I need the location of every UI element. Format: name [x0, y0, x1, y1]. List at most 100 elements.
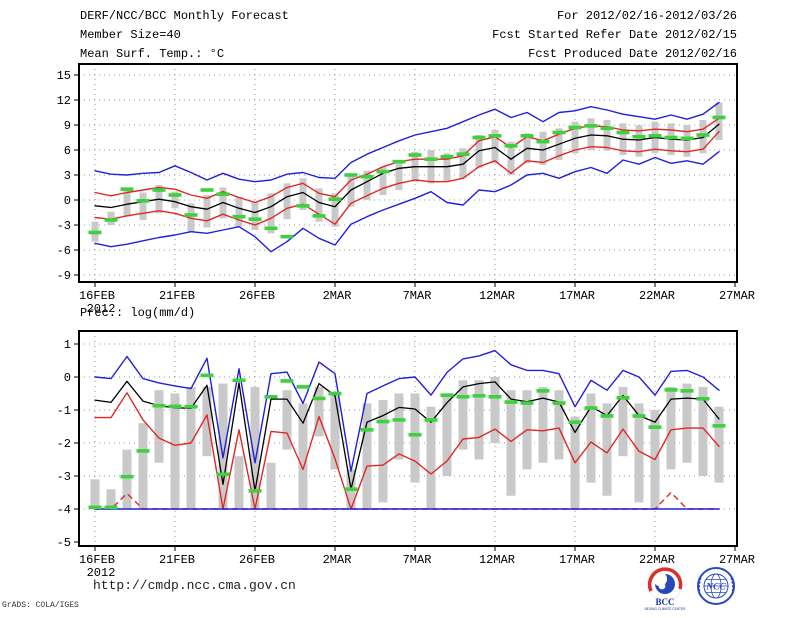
ensemble-spread-bar	[459, 148, 467, 179]
observation-dash	[184, 213, 198, 217]
ensemble-spread-bar	[170, 393, 180, 509]
ensemble-spread-bar	[331, 193, 339, 227]
observation-dash	[600, 414, 614, 418]
x-tick-label: 17MAR	[559, 553, 595, 567]
y-tick-label: 9	[64, 119, 71, 133]
y-tick-label: 12	[57, 94, 71, 108]
ensemble-spread-bar	[154, 390, 164, 463]
ensemble-spread-bar	[139, 192, 147, 220]
bcc-logo-subtext: BEIJING CLIMATE CENTER	[645, 607, 687, 611]
ensemble-spread-bar	[442, 393, 452, 476]
y-tick-label: -4	[57, 503, 71, 517]
ensemble-spread-bar	[122, 449, 132, 509]
observation-dash	[344, 173, 358, 177]
temp-chart-title: Mean Surf. Temp.: °C	[80, 47, 225, 61]
ensemble-spread-bar	[587, 118, 595, 150]
observation-dash	[440, 393, 454, 397]
observation-dash	[152, 188, 166, 192]
observation-dash	[392, 418, 406, 422]
ensemble-spread-bar	[602, 403, 612, 496]
observation-dash	[232, 214, 246, 219]
observation-dash	[392, 159, 406, 164]
observation-dash	[616, 130, 630, 135]
ensemble-spread-bar	[267, 193, 275, 234]
ensemble-spread-bar	[202, 386, 212, 457]
x-tick-label: 21FEB	[159, 289, 195, 303]
observation-dash	[568, 125, 582, 130]
ensemble-spread-bar	[283, 183, 291, 220]
bcc-logo-blue-swirl-icon	[655, 574, 675, 594]
observation-dash	[408, 153, 422, 157]
observation-dash	[232, 378, 246, 383]
observation-dash	[648, 134, 662, 138]
ensemble-max-line	[94, 349, 720, 472]
ensemble-spread-bar	[378, 400, 388, 503]
ensemble-spread-bar	[634, 403, 644, 503]
observation-dash	[88, 230, 102, 235]
x-tick-label: 26FEB	[239, 289, 275, 303]
observation-dash	[488, 134, 502, 138]
ensemble-spread-bar	[491, 129, 499, 164]
observation-dash	[360, 428, 374, 432]
observation-dash	[648, 425, 662, 429]
observation-dash	[88, 505, 102, 510]
observation-dash	[184, 404, 198, 409]
observation-dash	[328, 391, 342, 396]
refer-date-label: Fcst Started Refer Date 2012/02/15	[492, 28, 737, 42]
observation-dash	[344, 487, 358, 491]
ncc-logo: NCC	[697, 567, 735, 605]
x-tick-label: 2MAR	[323, 289, 352, 303]
observation-dash	[696, 396, 710, 401]
page-title: DERF/NCC/BCC Monthly Forecast	[80, 9, 289, 23]
observation-dash	[616, 395, 630, 400]
observation-dash	[424, 157, 438, 161]
ensemble-spread-bar	[458, 380, 468, 450]
y-tick-label: 1	[64, 338, 71, 352]
observation-dash	[712, 424, 726, 428]
observation-dash	[552, 130, 566, 135]
bcc-logo-swirl-hole	[658, 582, 666, 590]
ensemble-spread-bar	[571, 121, 579, 154]
observation-dash	[488, 395, 502, 399]
ensemble-spread-bar	[203, 194, 211, 228]
observation-dash	[296, 385, 310, 389]
observation-dash	[136, 199, 150, 203]
ensemble-spread-bar	[698, 386, 708, 476]
observation-dash	[456, 152, 470, 156]
observation-dash	[248, 217, 262, 221]
x-tick-label: 2MAR	[323, 553, 352, 567]
ensemble-spread-bar	[330, 393, 340, 470]
y-tick-label: 0	[64, 371, 71, 385]
observation-dash	[312, 214, 326, 218]
ensemble-spread-bar	[443, 153, 451, 182]
observation-dash	[216, 472, 230, 477]
ensemble-spread-bar	[187, 203, 195, 232]
observation-dash	[280, 379, 294, 383]
ensemble-spread-bar	[394, 393, 404, 460]
produced-date-label: Fcst Produced Date 2012/02/16	[528, 47, 737, 61]
x-tick-label: 27MAR	[719, 289, 755, 303]
ensemble-spread-bar	[266, 462, 276, 509]
ncc-logo-laurel-right-icon	[730, 576, 734, 596]
lower-quartile-line	[94, 130, 720, 226]
observation-dash	[680, 389, 694, 393]
source-url: http://cmdp.ncc.cma.gov.cn	[93, 578, 296, 593]
observation-dash	[536, 389, 550, 393]
ensemble-spread-bar	[474, 380, 484, 460]
observation-dash	[520, 134, 534, 138]
observation-dash	[600, 126, 614, 131]
ensemble-spread-bar	[298, 403, 308, 509]
ensemble-spread-bar	[410, 393, 420, 483]
y-tick-label: -3	[57, 219, 71, 233]
x-tick-label: 16FEB	[79, 289, 115, 303]
ncc-logo-text: NCC	[705, 583, 726, 593]
observation-dash	[440, 154, 454, 159]
observation-dash	[584, 406, 598, 410]
observation-dash	[376, 419, 390, 424]
observation-dash	[632, 134, 646, 139]
x-tick-label: 16FEB	[79, 553, 115, 567]
y-tick-label: 3	[64, 169, 71, 183]
ensemble-spread-bar	[714, 406, 724, 483]
ensemble-spread-bar	[507, 141, 515, 175]
